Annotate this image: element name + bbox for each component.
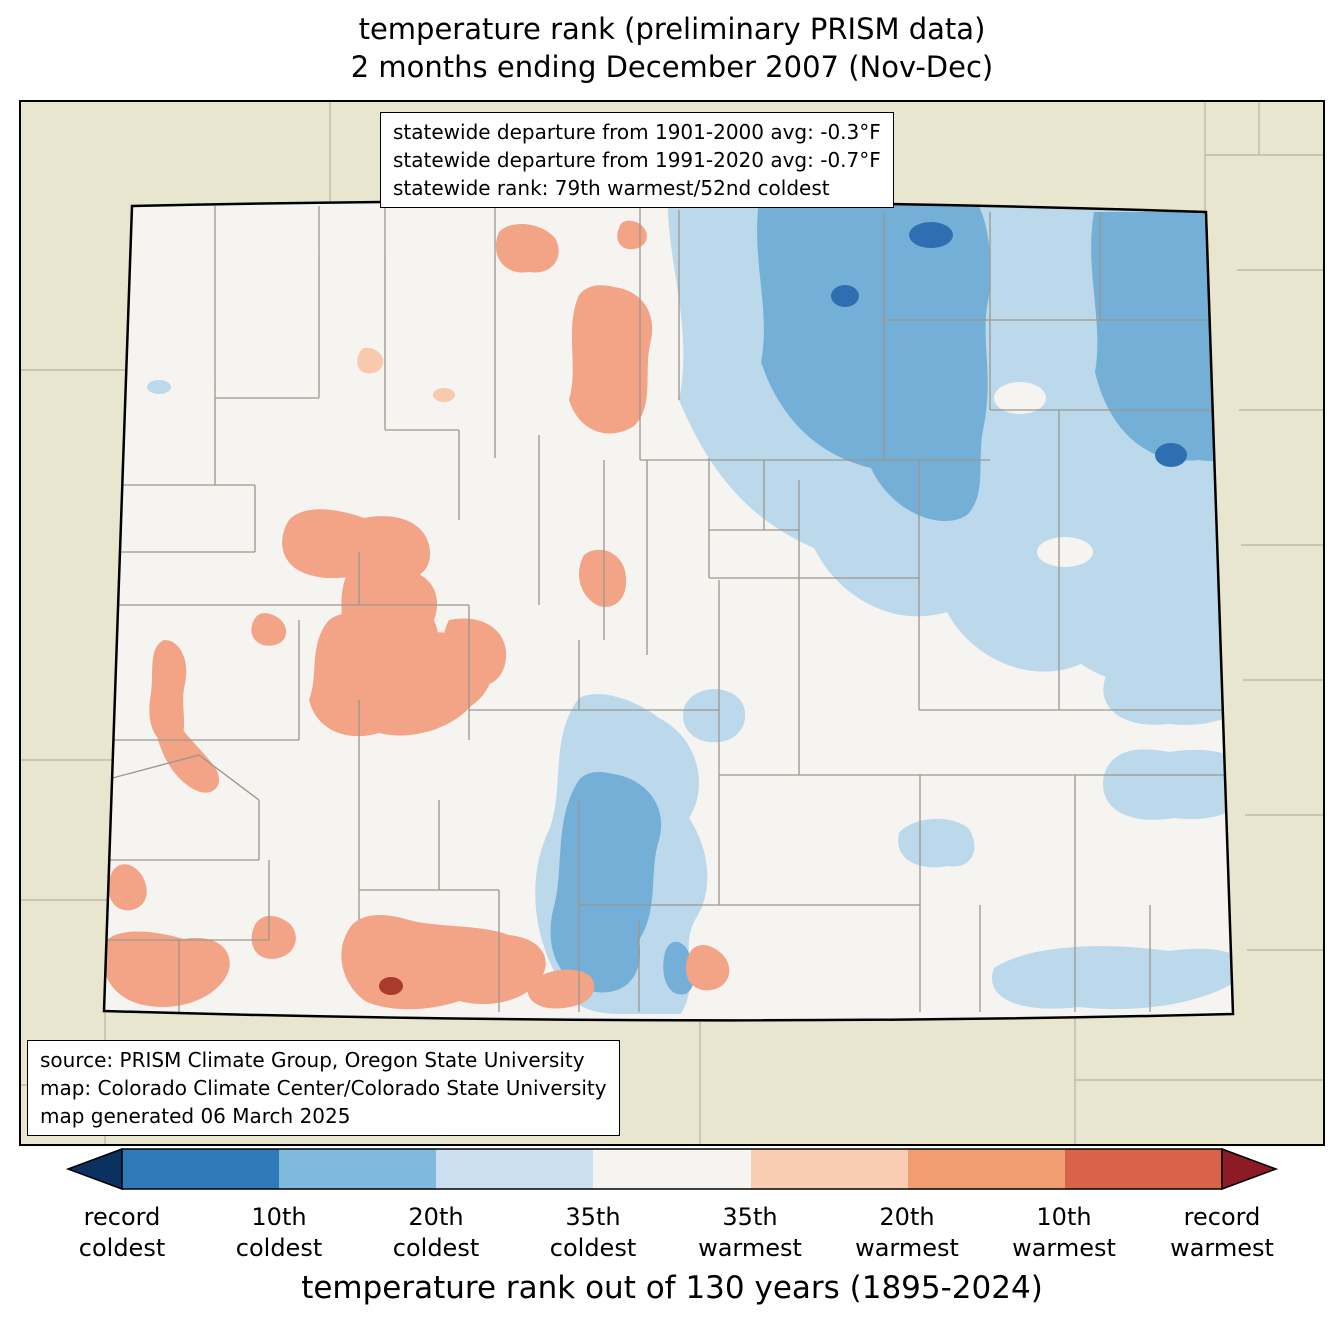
label-35th-warmest: 35th warmest (698, 1203, 802, 1262)
neutral-holes (994, 382, 1093, 567)
stats-line-1: statewide departure from 1901-2000 avg: … (393, 120, 881, 144)
warm-rank-areas-light (357, 347, 455, 402)
label-35th-coldest: 35th coldest (549, 1203, 637, 1262)
colorbar-segment (279, 1149, 436, 1189)
map-canvas (19, 100, 1325, 1146)
record-warmest-arrow (1221, 1147, 1279, 1191)
title-line-1: temperature rank (preliminary PRISM data… (358, 12, 986, 46)
colorbar-segment (436, 1149, 593, 1189)
colorbar-segment (1065, 1149, 1222, 1189)
label-record-warmest: record warmest (1170, 1203, 1274, 1262)
label-10th-coldest: 10th coldest (235, 1203, 323, 1262)
colorbar-segment (593, 1149, 751, 1189)
source-line-3: map generated 06 March 2025 (40, 1104, 351, 1128)
colorbar-segment (908, 1149, 1065, 1189)
rank-colorbar (0, 1146, 1344, 1192)
map-frame (19, 100, 1325, 1146)
label-10th-warmest: 10th warmest (1012, 1203, 1116, 1262)
record-coldest-arrow (65, 1147, 123, 1191)
county-boundaries (104, 206, 1233, 1012)
source-line-2: map: Colorado Climate Center/Colorado St… (40, 1076, 607, 1100)
label-record-coldest: record coldest (78, 1203, 166, 1262)
colorbar-canvas (65, 1147, 1279, 1191)
colorbar-segment (122, 1149, 279, 1189)
label-20th-coldest: 20th coldest (392, 1203, 480, 1262)
stats-line-2: statewide departure from 1991-2020 avg: … (393, 148, 881, 172)
record-warm-spot (379, 977, 403, 995)
colorado-map: statewide departure from 1901-2000 avg: … (19, 100, 1325, 1146)
colorbar-caption: temperature rank out of 130 years (1895-… (301, 1270, 1043, 1306)
source-attribution-box: source: PRISM Climate Group, Oregon Stat… (27, 1040, 620, 1136)
title-line-2: 2 months ending December 2007 (Nov-Dec) (350, 50, 994, 84)
source-line-1: source: PRISM Climate Group, Oregon Stat… (40, 1048, 585, 1072)
colorbar-labels: record coldest 10th coldest 20th coldest 35… (0, 1202, 1344, 1266)
page-title: temperature rank (preliminary PRISM data… (0, 10, 1344, 86)
cold-rank-areas-dark (831, 222, 1187, 467)
stats-line-3: statewide rank: 79th warmest/52nd coldes… (393, 176, 830, 200)
colorbar-segment (751, 1149, 908, 1189)
label-20th-warmest: 20th warmest (855, 1203, 959, 1262)
statewide-stats-box: statewide departure from 1901-2000 avg: … (380, 112, 894, 208)
